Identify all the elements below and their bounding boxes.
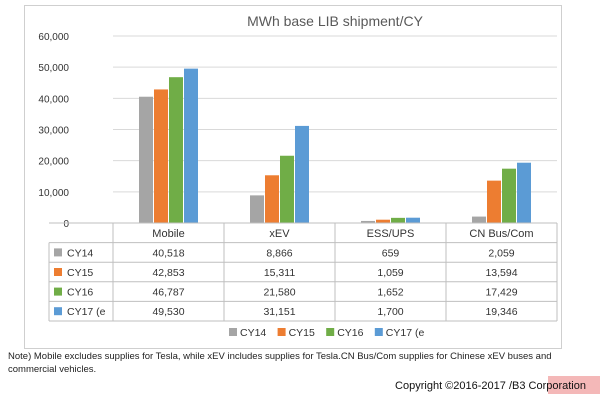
- y-tick-label: 10,000: [38, 188, 69, 199]
- bar-cy14: [472, 216, 486, 223]
- bar-cy16: [391, 217, 405, 223]
- bar-cy15: [154, 89, 168, 223]
- table-series-name: CY15: [67, 267, 93, 279]
- data-label: 15,311: [264, 267, 295, 279]
- legend-key: [374, 328, 383, 336]
- table-legend-key: [54, 307, 62, 316]
- bar-cy17e: [517, 162, 531, 223]
- legend-label: CY15: [289, 327, 315, 339]
- bar-cy16: [169, 77, 183, 224]
- y-tick-label: 30,000: [38, 126, 69, 137]
- copyright-text: Copyright ©2016-2017 /B3 Corporation: [395, 380, 586, 392]
- bar-cy14: [361, 220, 375, 223]
- category-label: Mobile: [152, 228, 184, 240]
- copyright-highlight: [548, 376, 600, 394]
- data-label: 13,594: [485, 267, 517, 279]
- data-label: 19,346: [485, 306, 517, 318]
- legend-key: [229, 328, 237, 336]
- data-label: 42,853: [152, 267, 184, 279]
- footnote: Note) Mobile excludes supplies for Tesla…: [8, 351, 552, 375]
- data-label: 1,059: [377, 267, 403, 279]
- table-series-name: CY17 (e: [67, 306, 106, 318]
- data-label: 1,700: [377, 306, 403, 318]
- bar-cy17e: [184, 68, 198, 223]
- data-label: 2,059: [488, 247, 514, 259]
- bar-cy16: [280, 155, 294, 223]
- legend-label: CY17 (e: [386, 327, 425, 339]
- bar-cy15: [265, 175, 279, 223]
- category-label: xEV: [269, 228, 290, 240]
- data-label: 40,518: [152, 247, 184, 259]
- chart-frame: MWh base LIB shipment/CY 0 10,000 20,000 30,…: [24, 5, 562, 349]
- table-legend-key: [54, 268, 62, 276]
- y-tick-label: 60,000: [38, 32, 69, 43]
- chart-title: MWh base LIB shipment/CY: [247, 13, 424, 29]
- y-tick-label: 20,000: [38, 157, 69, 168]
- legend-key: [277, 328, 286, 336]
- data-label: 31,151: [263, 306, 295, 318]
- data-label: 21,580: [263, 287, 295, 299]
- data-label: 49,530: [152, 306, 184, 318]
- table-legend-key: [54, 248, 62, 257]
- data-label: 46,787: [152, 287, 184, 299]
- data-label: 17,429: [485, 287, 517, 299]
- category-label: ESS/UPS: [367, 228, 415, 240]
- y-tick-label: 40,000: [38, 94, 69, 105]
- bar-chart: MWh base LIB shipment/CY 0 10,000 20,000 30,…: [38, 13, 558, 339]
- table-series-name: CY16: [67, 287, 93, 299]
- y-tick-label: 50,000: [38, 63, 69, 74]
- data-label: 659: [382, 247, 400, 259]
- y-tick-label: 0: [63, 219, 69, 230]
- bar-cy15: [376, 219, 390, 223]
- legend-label: CY16: [337, 327, 363, 339]
- bar-cy15: [487, 180, 501, 223]
- bar-cy14: [139, 96, 153, 223]
- bar-cy17e: [295, 125, 309, 223]
- bar-cy17e: [406, 217, 420, 223]
- data-label: 1,652: [377, 287, 403, 299]
- bar-cy14: [250, 195, 264, 223]
- table-legend-key: [54, 287, 62, 296]
- category-label: CN Bus/Com: [469, 228, 533, 240]
- legend-label: CY14: [240, 327, 266, 339]
- table-series-name: CY14: [67, 247, 93, 259]
- data-label: 8,866: [266, 247, 292, 259]
- legend-key: [326, 328, 335, 336]
- bar-cy16: [502, 168, 516, 223]
